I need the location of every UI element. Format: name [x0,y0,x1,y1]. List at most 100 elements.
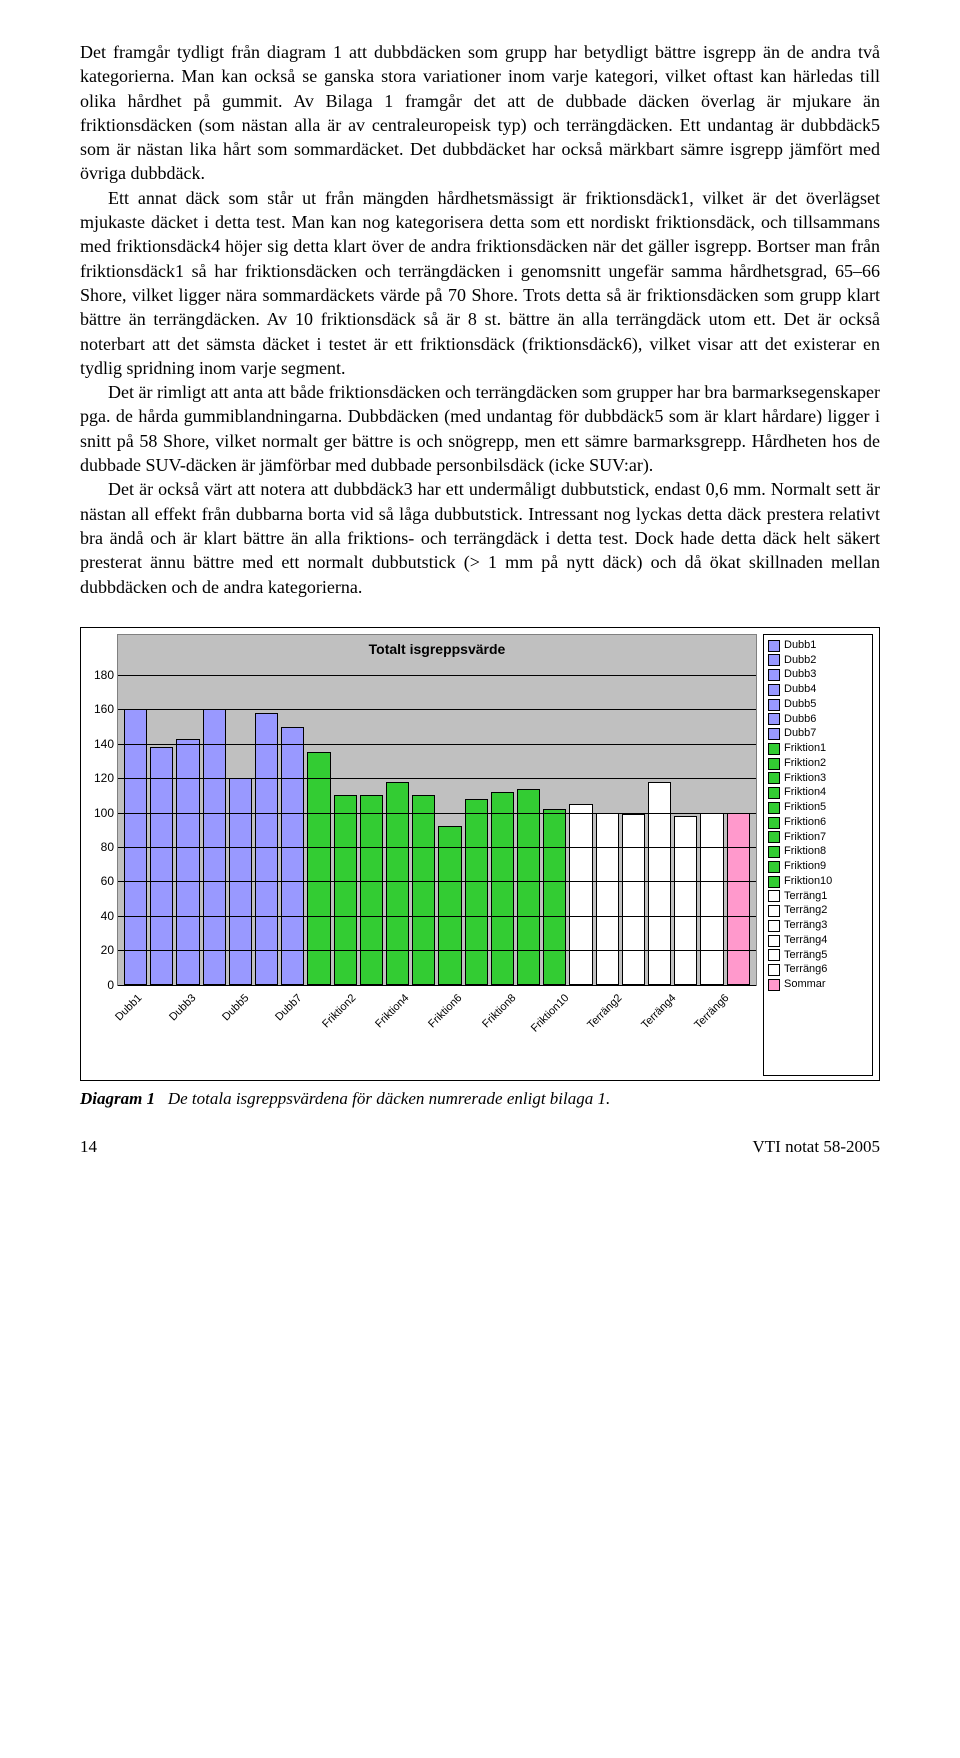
gridline [118,813,756,814]
bar-friktion7 [465,799,488,985]
legend-swatch [768,964,780,976]
gridline [118,675,756,676]
x-tick-label: Dubb1 [113,992,144,1023]
bar-friktion10 [543,809,566,985]
legend-label: Friktion3 [784,772,826,786]
y-tick-label: 100 [84,806,114,820]
chart-title: Totalt isgreppsvärde [118,641,756,657]
legend-swatch [768,905,780,917]
page-footer: 14 VTI notat 58-2005 [80,1137,880,1157]
chart-bars [118,675,756,985]
legend-label: Friktion1 [784,742,826,756]
bar-friktion9 [517,789,540,985]
legend-swatch [768,684,780,696]
legend-label: Friktion8 [784,845,826,859]
x-tick-label: Friktion2 [320,992,358,1030]
legend-item: Friktion7 [768,831,868,845]
legend-swatch [768,640,780,652]
caption-label: Diagram 1 [80,1089,155,1108]
legend-label: Terräng5 [784,949,827,963]
bar-dubb6 [255,713,278,985]
legend-label: Friktion5 [784,801,826,815]
page: Det framgår tydligt från diagram 1 att d… [40,0,920,1177]
gridline [118,950,756,951]
legend-item: Friktion5 [768,801,868,815]
legend-label: Friktion4 [784,786,826,800]
legend-item: Dubb4 [768,683,868,697]
legend-label: Dubb3 [784,668,816,682]
legend-item: Dubb6 [768,713,868,727]
bar-dubb2 [150,747,173,985]
legend-label: Terräng3 [784,919,827,933]
legend-swatch [768,949,780,961]
bar-dubb7 [281,727,304,985]
legend-swatch [768,728,780,740]
x-tick-label: Friktion8 [480,992,518,1030]
legend-label: Friktion7 [784,831,826,845]
paragraph-3: Det är rimligt att anta att både friktio… [80,380,880,477]
legend-item: Dubb3 [768,668,868,682]
bar-terräng1 [569,804,592,985]
legend-item: Sommar [768,978,868,992]
legend-swatch [768,772,780,784]
legend-item: Friktion3 [768,772,868,786]
legend-item: Friktion6 [768,816,868,830]
legend-swatch [768,654,780,666]
legend-item: Dubb1 [768,639,868,653]
paragraph-4: Det är också värt att notera att dubbdäc… [80,477,880,598]
legend-item: Terräng1 [768,890,868,904]
y-tick-label: 120 [84,771,114,785]
legend-swatch [768,935,780,947]
legend-swatch [768,846,780,858]
bar-friktion6 [438,826,461,984]
bar-sommar [727,813,750,985]
y-tick-label: 0 [84,978,114,992]
legend-swatch [768,669,780,681]
chart-plot-column: Totalt isgreppsvärde 0204060801001201401… [87,634,757,1076]
x-tick-label: Friktion10 [529,992,572,1035]
x-tick-label: Terräng4 [639,992,678,1031]
legend-item: Dubb2 [768,654,868,668]
legend-swatch [768,979,780,991]
legend-swatch [768,699,780,711]
doc-id: VTI notat 58-2005 [753,1137,880,1157]
x-tick-label: Friktion6 [426,992,464,1030]
legend-swatch [768,713,780,725]
paragraph-2: Ett annat däck som står ut från mängden … [80,186,880,380]
page-number: 14 [80,1137,97,1157]
bar-friktion2 [334,795,357,984]
legend-swatch [768,861,780,873]
legend-label: Terräng1 [784,890,827,904]
chart-container: Totalt isgreppsvärde 0204060801001201401… [80,627,880,1081]
legend-item: Terräng3 [768,919,868,933]
y-tick-label: 20 [84,943,114,957]
y-tick-label: 140 [84,737,114,751]
legend-swatch [768,831,780,843]
legend-label: Dubb2 [784,654,816,668]
gridline [118,709,756,710]
legend-label: Dubb5 [784,698,816,712]
legend-item: Terräng2 [768,904,868,918]
legend-item: Terräng5 [768,949,868,963]
legend-swatch [768,802,780,814]
legend-item: Friktion10 [768,875,868,889]
legend-label: Dubb1 [784,639,816,653]
bar-terräng5 [674,816,697,985]
bar-friktion5 [412,795,435,984]
x-tick-label: Dubb7 [273,992,304,1023]
bar-terräng3 [622,814,645,985]
legend-label: Friktion9 [784,860,826,874]
caption-text: De totala isgreppsvärdena för däcken num… [168,1089,610,1108]
chart-inner: Totalt isgreppsvärde 0204060801001201401… [87,634,873,1076]
legend-label: Friktion2 [784,757,826,771]
gridline [118,778,756,779]
chart-legend: Dubb1Dubb2Dubb3Dubb4Dubb5Dubb6Dubb7Frikt… [763,634,873,1076]
paragraph-1: Det framgår tydligt från diagram 1 att d… [80,40,880,186]
gridline [118,847,756,848]
legend-item: Friktion2 [768,757,868,771]
legend-item: Terräng6 [768,963,868,977]
legend-label: Friktion10 [784,875,832,889]
legend-item: Friktion1 [768,742,868,756]
x-tick-label: Friktion4 [373,992,411,1030]
y-tick-label: 60 [84,874,114,888]
